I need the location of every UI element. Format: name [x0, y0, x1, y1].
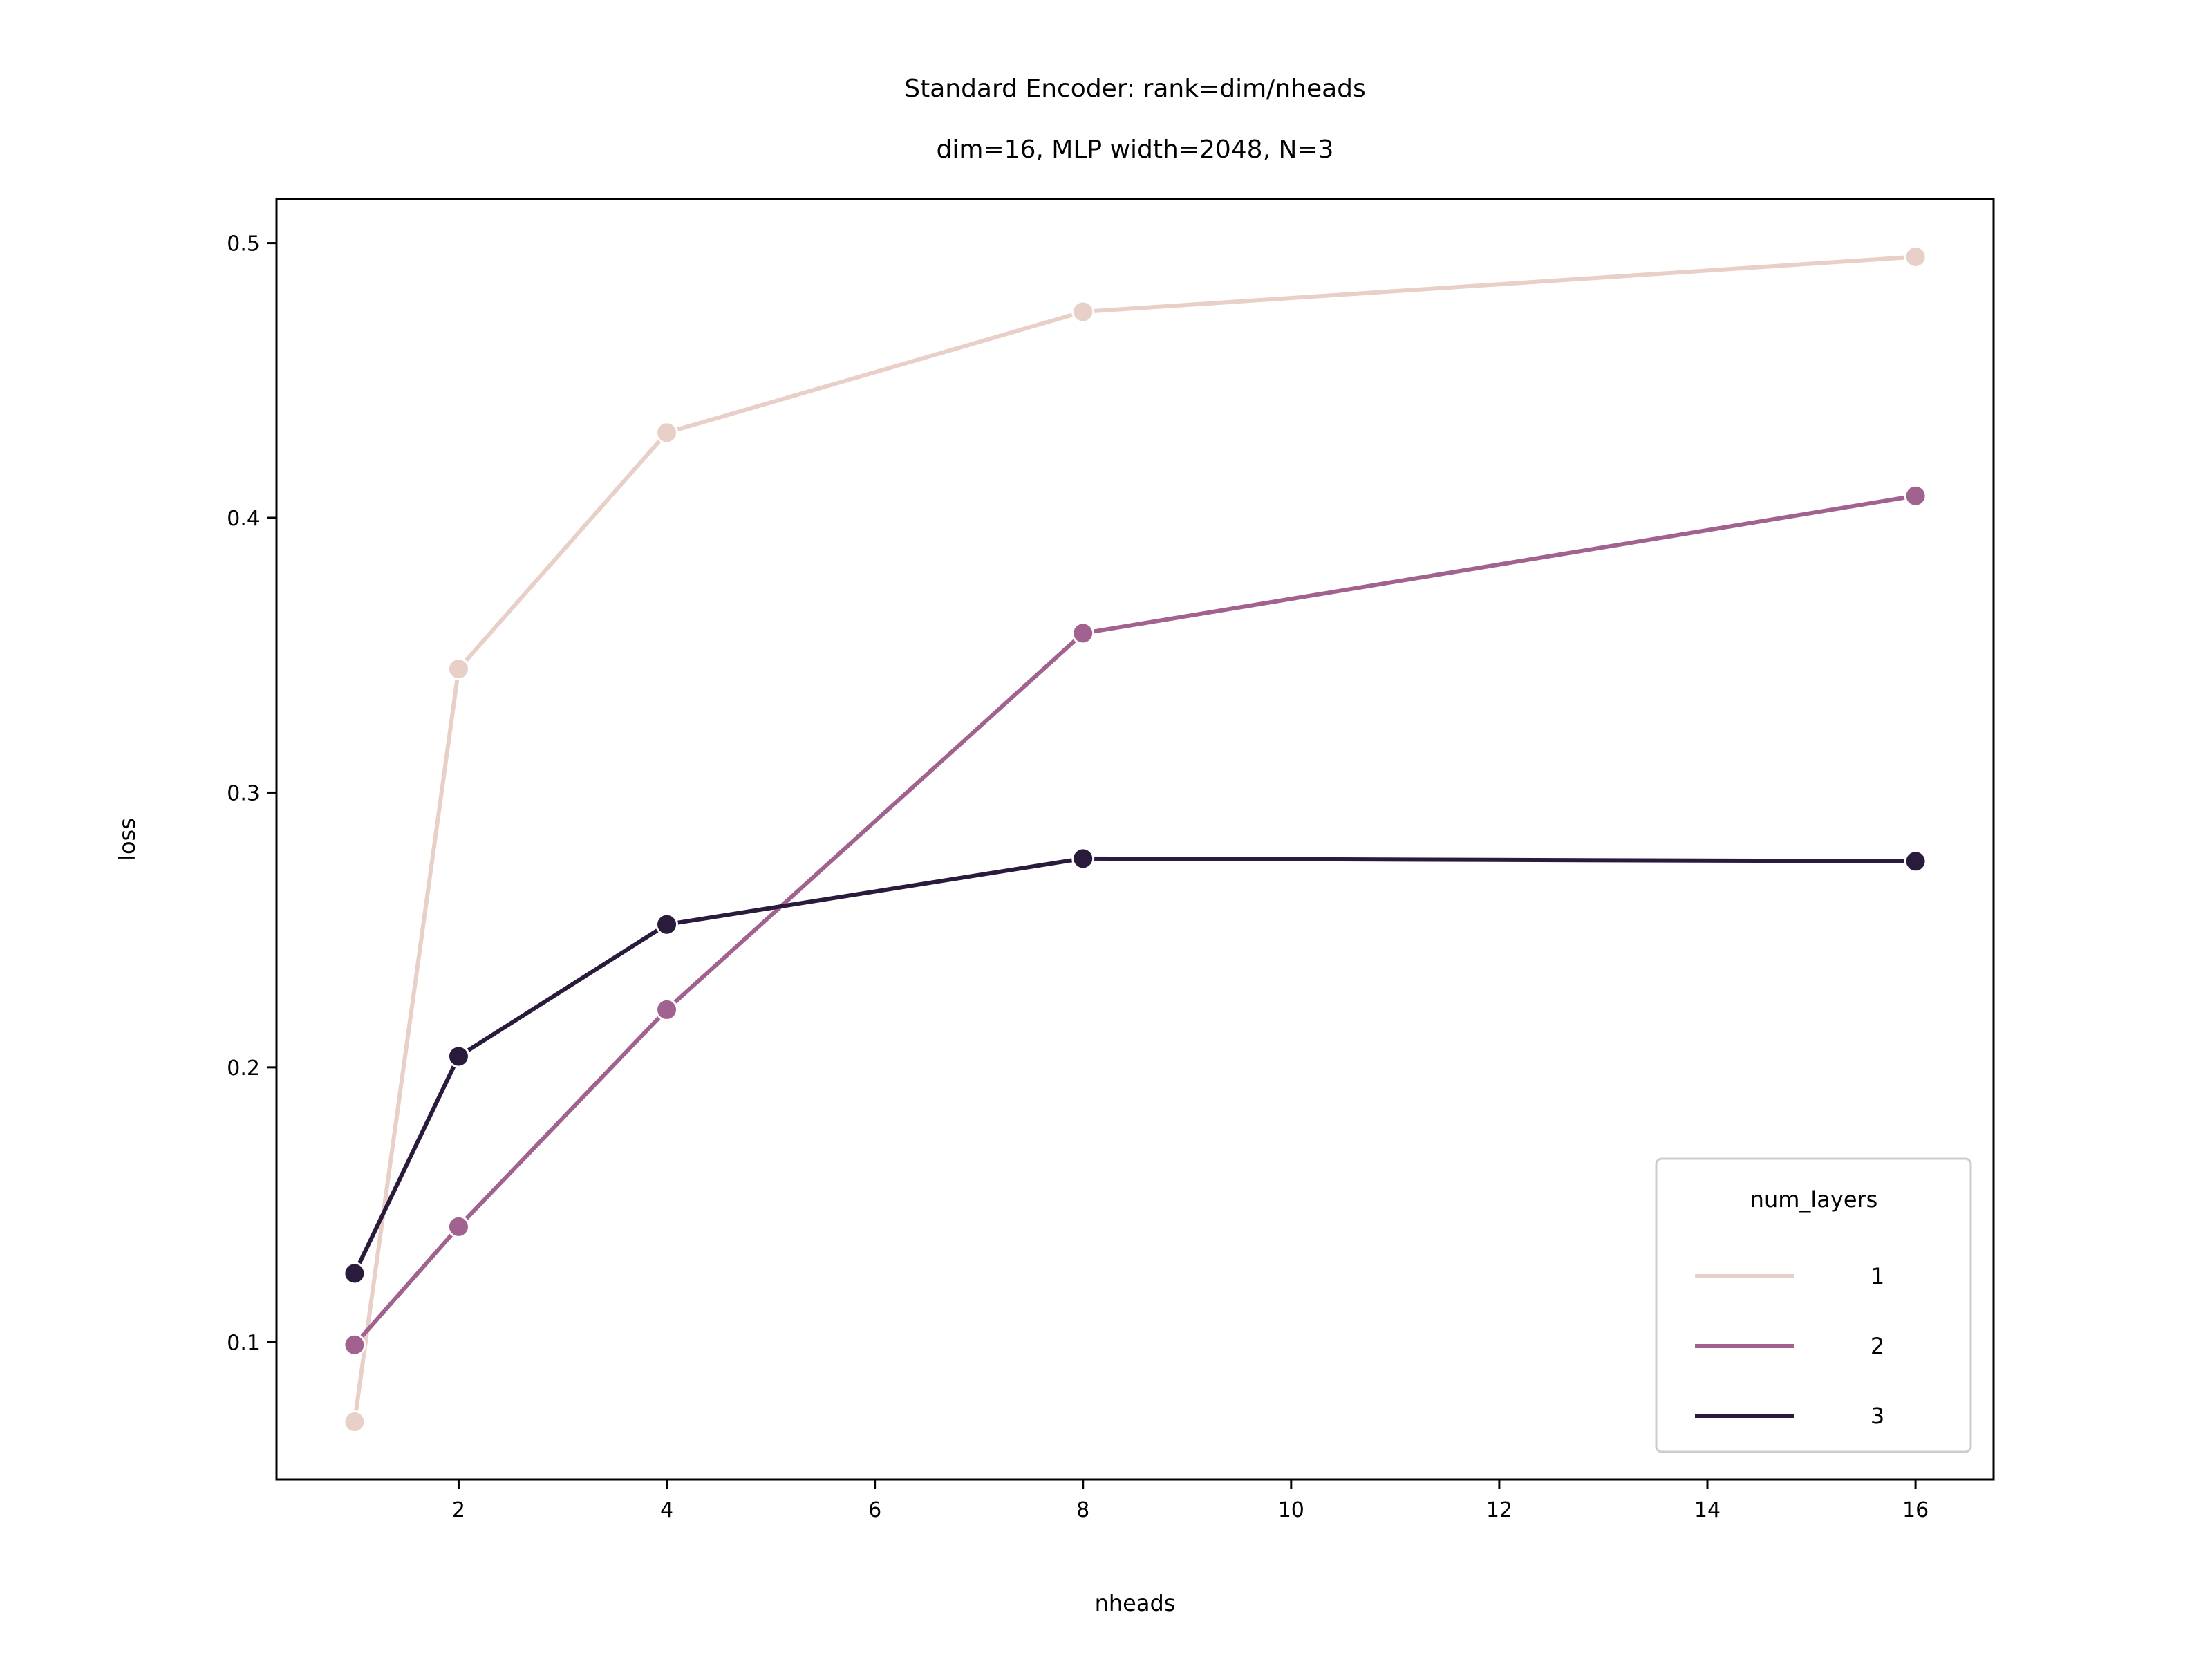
data-point-series-2	[447, 1215, 470, 1238]
legend-title: num_layers	[1750, 1186, 1878, 1213]
data-point-series-2	[343, 1333, 366, 1356]
x-tick-label: 6	[868, 1498, 881, 1522]
data-point-series-2	[1071, 622, 1095, 645]
x-tick-label: 4	[660, 1498, 673, 1522]
x-tick-label: 10	[1278, 1498, 1304, 1522]
y-tick-label: 0.1	[227, 1331, 260, 1355]
data-point-series-1	[447, 657, 470, 681]
data-point-series-3	[447, 1045, 470, 1068]
plot-frame	[275, 198, 1995, 1481]
y-tick-label: 0.2	[227, 1056, 260, 1081]
legend-label: 2	[1871, 1333, 1884, 1359]
legend-box	[1655, 1157, 1972, 1453]
marks-layer	[343, 245, 1927, 1434]
chart-subtitle: dim=16, MLP width=2048, N=3	[937, 136, 1334, 164]
data-point-series-1	[655, 421, 679, 445]
x-tick-label: 14	[1694, 1498, 1721, 1522]
legend-label: 3	[1871, 1403, 1884, 1429]
data-point-series-3	[1904, 850, 1927, 873]
y-axis-label: loss	[114, 818, 140, 861]
legend-entries: 1 2 3	[1695, 1263, 1884, 1429]
data-point-series-3	[343, 1262, 366, 1285]
data-point-series-1	[1904, 245, 1927, 268]
data-point-series-3	[1071, 847, 1095, 870]
legend: num_layers 1 2 3	[1655, 1157, 1972, 1453]
y-tick-label: 0.4	[227, 507, 260, 531]
data-point-series-2	[1904, 484, 1927, 507]
x-axis-label: nheads	[1095, 1590, 1176, 1616]
data-point-series-1	[1071, 300, 1095, 324]
y-tick-label: 0.3	[227, 781, 260, 805]
y-tick-label: 0.5	[227, 232, 260, 256]
ticks-layer: 2 4 6 8 10 12 14 160.10.20.30.40.5	[227, 232, 1929, 1522]
data-point-series-2	[655, 998, 679, 1021]
chart-title: Standard Encoder: rank=dim/nheads	[904, 75, 1366, 103]
x-tick-label: 8	[1076, 1498, 1089, 1522]
data-point-series-3	[655, 913, 679, 936]
x-tick-label: 12	[1486, 1498, 1512, 1522]
legend-label: 1	[1871, 1263, 1884, 1289]
x-tick-label: 2	[452, 1498, 465, 1522]
data-point-series-1	[343, 1410, 366, 1434]
x-tick-label: 16	[1902, 1498, 1929, 1522]
